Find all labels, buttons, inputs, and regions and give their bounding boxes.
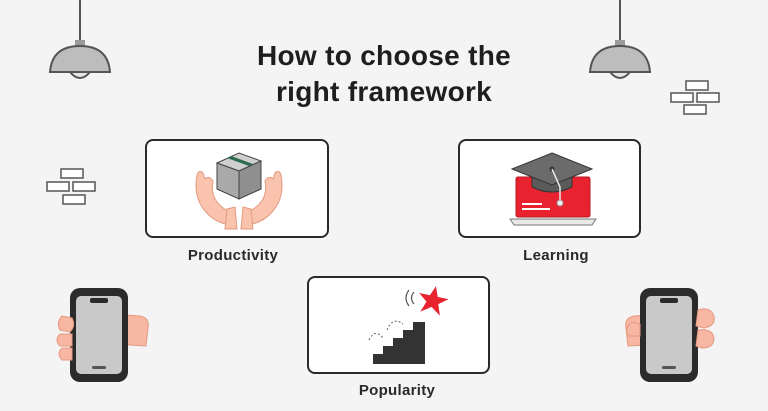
productivity-label: Productivity bbox=[187, 247, 279, 264]
hand-phone-left-icon bbox=[56, 288, 149, 382]
laptop-graduation-cap-icon bbox=[509, 152, 597, 226]
learning-label: Learning bbox=[523, 247, 589, 264]
bricks-right-icon bbox=[670, 80, 720, 115]
productivity-card bbox=[145, 139, 329, 238]
hands-holding-box-icon bbox=[195, 152, 283, 230]
learning-card bbox=[458, 139, 641, 238]
popularity-label: Popularity bbox=[358, 382, 436, 399]
hand-phone-right-icon bbox=[625, 288, 715, 382]
bricks-left-icon bbox=[46, 168, 96, 205]
lamp-right-icon bbox=[588, 0, 652, 79]
page-title: How to choose the right framework bbox=[0, 38, 768, 110]
title-line-2: right framework bbox=[275, 76, 493, 107]
stairs-star-icon bbox=[368, 286, 449, 364]
popularity-card bbox=[307, 276, 490, 374]
lamp-left-icon bbox=[48, 0, 112, 79]
title-line-1: How to choose the bbox=[257, 40, 511, 71]
